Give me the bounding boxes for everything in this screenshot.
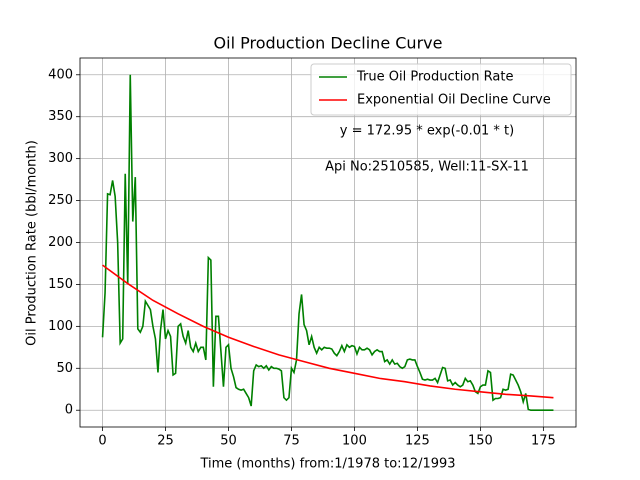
y-tick-label: 50 <box>56 361 73 376</box>
y-tick-label: 200 <box>48 235 73 250</box>
y-tick-label: 150 <box>48 277 73 292</box>
x-tick-label: 100 <box>342 434 367 449</box>
chart-title: Oil Production Decline Curve <box>214 34 443 53</box>
x-tick-label: 50 <box>220 434 237 449</box>
data-line <box>102 264 554 399</box>
y-tick-label: 0 <box>65 403 73 418</box>
x-tick-label: 75 <box>283 434 300 449</box>
legend-label: True Oil Production Rate <box>356 70 513 85</box>
x-axis-label: Time (months) from:1/1978 to:12/1993 <box>199 457 455 472</box>
y-tick-label: 350 <box>48 109 73 124</box>
annotation: y = 172.95 * exp(-0.01 * t) <box>340 124 514 139</box>
x-tick-label: 25 <box>157 434 174 449</box>
y-tick-label: 100 <box>48 319 73 334</box>
annotation: Api No:2510585, Well:11-SX-11 <box>325 160 529 175</box>
y-tick-label: 400 <box>48 67 73 82</box>
y-tick-label: 250 <box>48 193 73 208</box>
legend-label: Exponential Oil Decline Curve <box>357 93 551 108</box>
axes-frame <box>79 57 577 428</box>
x-tick-label: 150 <box>468 434 493 449</box>
legend-box <box>310 63 572 116</box>
y-tick-label: 300 <box>48 151 73 166</box>
x-tick-label: 125 <box>405 434 430 449</box>
y-axis-label: Oil Production Rate (bbl/month) <box>25 140 40 346</box>
x-tick-label: 0 <box>98 434 106 449</box>
x-tick-label: 175 <box>531 434 556 449</box>
